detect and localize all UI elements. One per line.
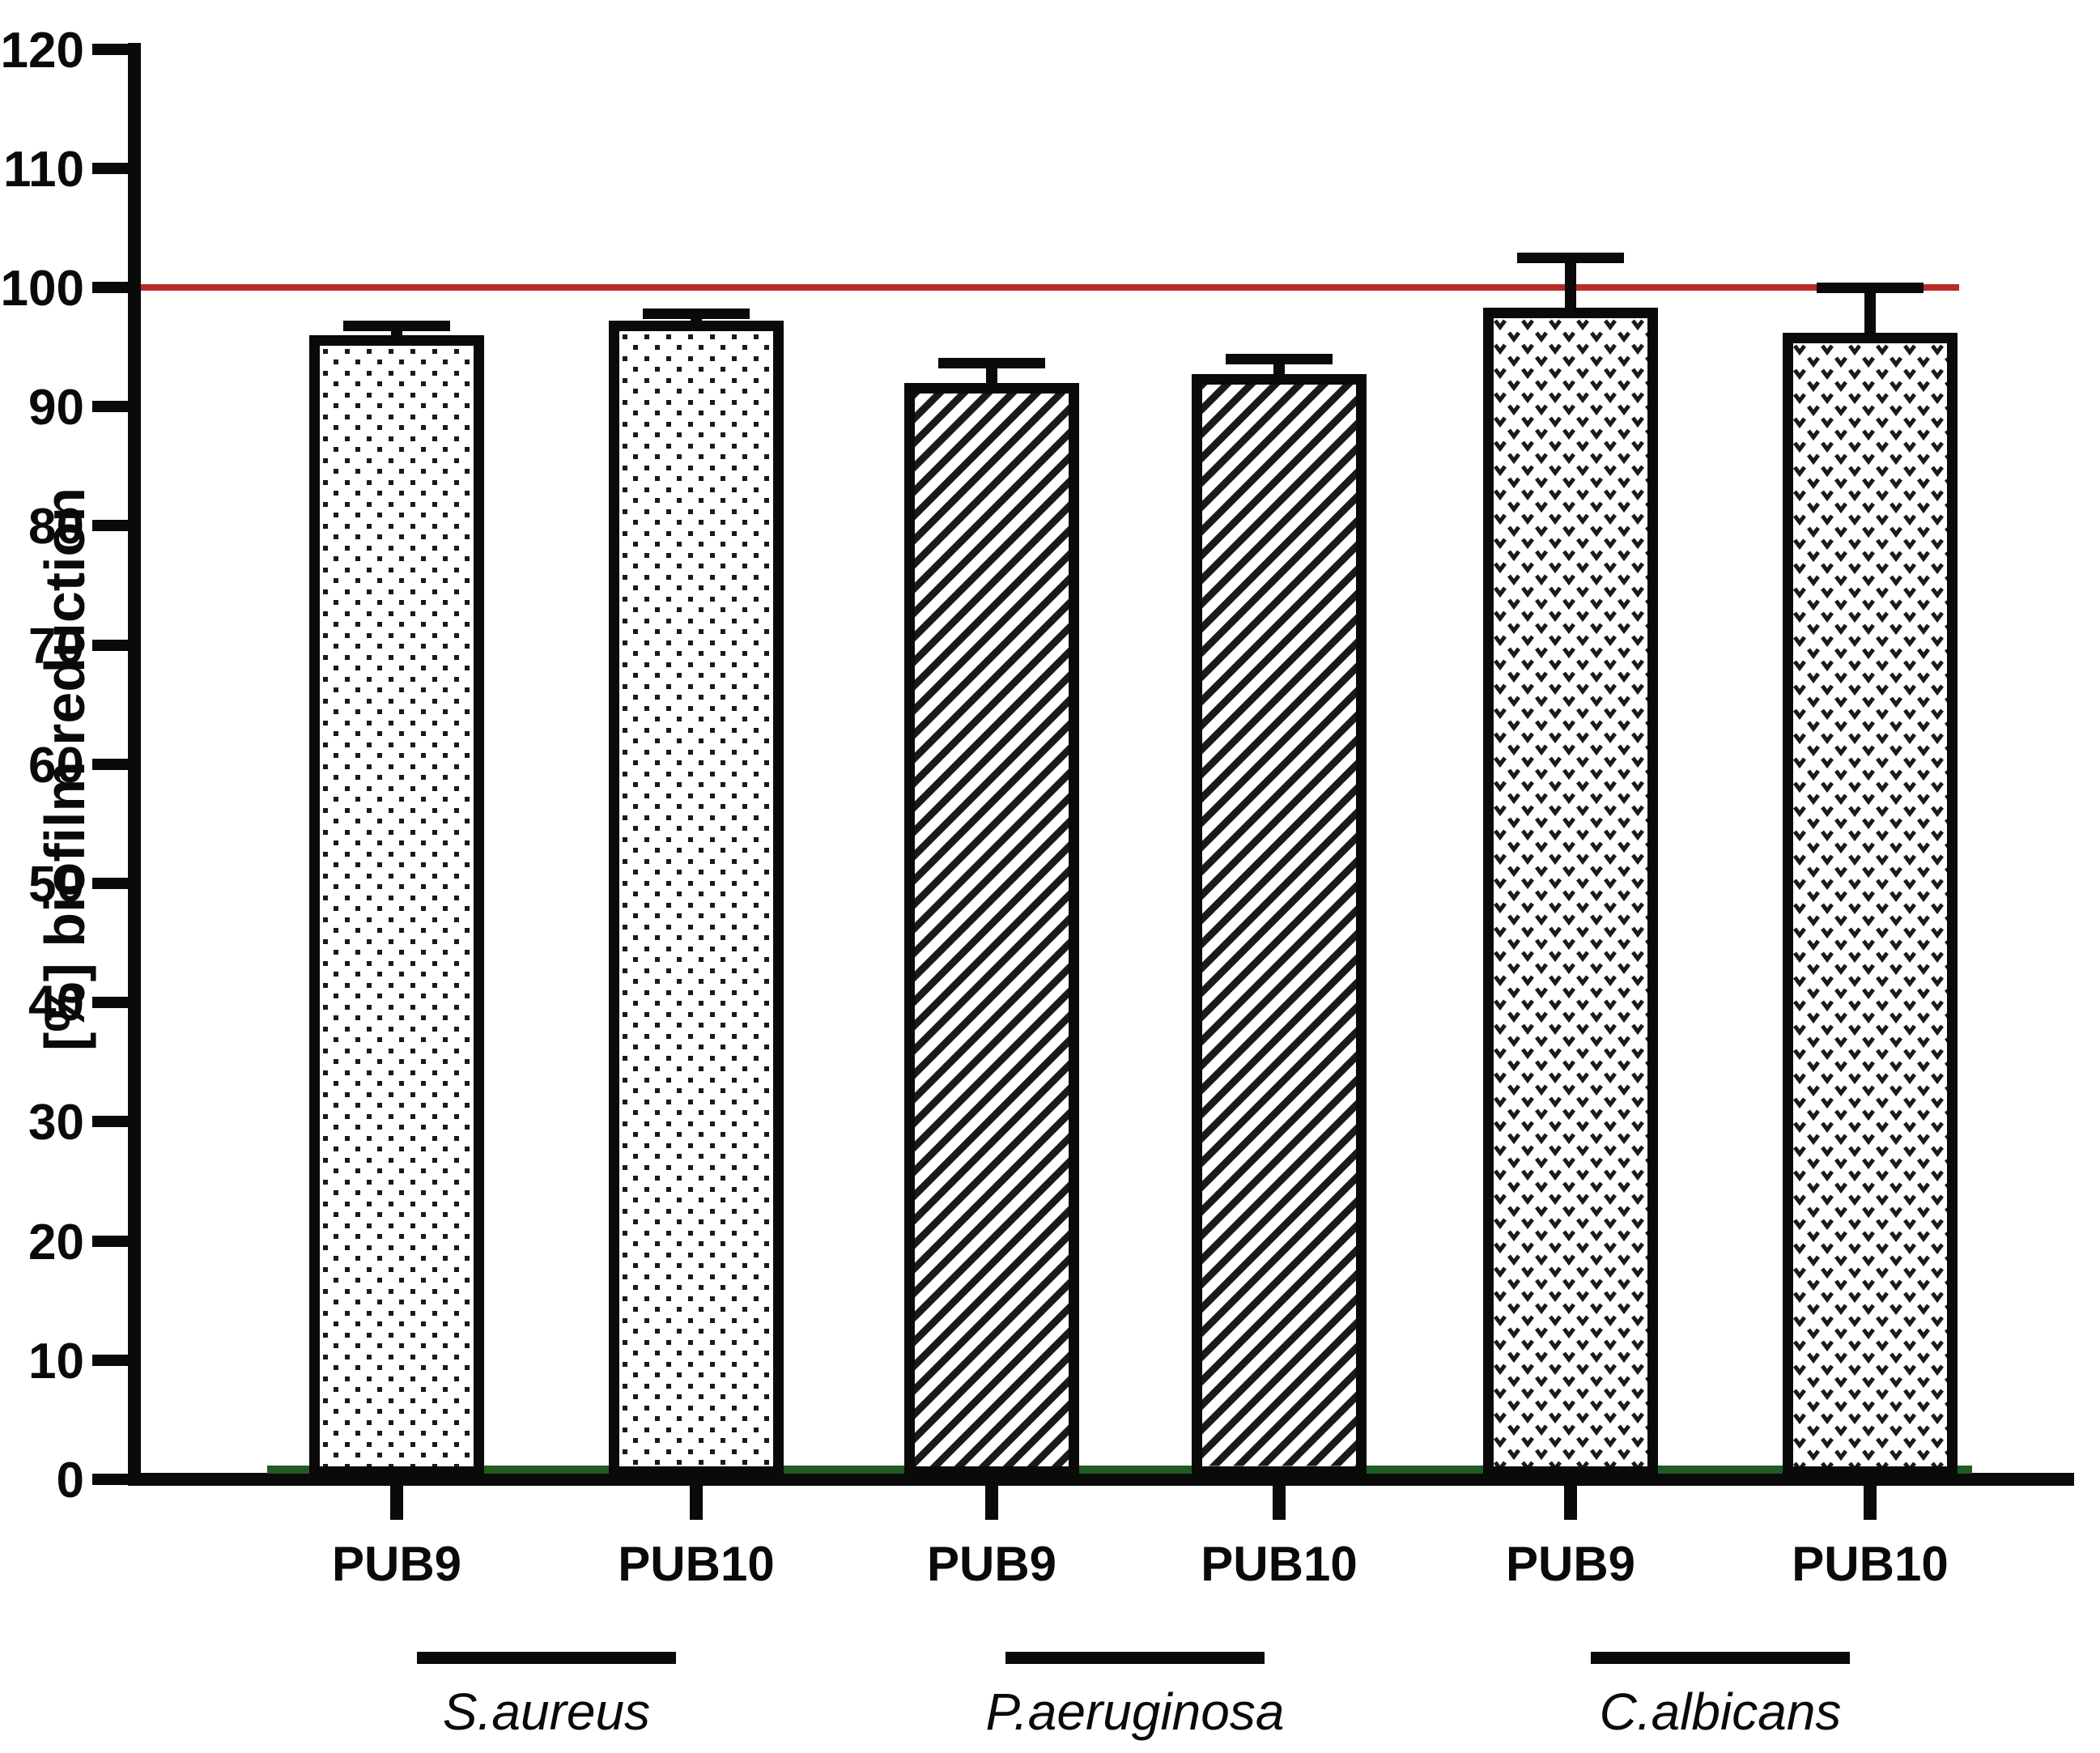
group-species-label: C.albicans <box>1599 1683 1842 1741</box>
bar-C.albicans-PUB9 <box>1483 308 1658 1477</box>
error-bar-cap <box>938 357 1045 368</box>
y-tick <box>92 1474 130 1485</box>
x-tick-label: PUB10 <box>1792 1537 1949 1591</box>
y-tick-label: 60 <box>28 737 84 794</box>
y-tick <box>92 878 130 889</box>
bar-C.albicans-PUB10 <box>1783 332 1958 1477</box>
x-tick-label: PUB9 <box>331 1537 462 1591</box>
y-tick <box>92 1116 130 1128</box>
y-tick-label: 30 <box>28 1095 84 1151</box>
bar-S.aureus-PUB10 <box>609 321 784 1477</box>
error-bar-cap <box>1817 283 1924 293</box>
green-baseline-line <box>267 1466 1972 1474</box>
group-underline <box>1005 1652 1265 1664</box>
error-bar-stem <box>1565 257 1576 313</box>
x-tick-label: PUB10 <box>618 1537 775 1591</box>
y-tick-label: 0 <box>56 1453 84 1508</box>
y-tick-label: 10 <box>28 1333 84 1389</box>
bar-P.aeruginosa-PUB10 <box>1192 374 1367 1477</box>
y-tick <box>92 401 130 413</box>
y-tick <box>92 162 130 174</box>
y-tick <box>92 282 130 293</box>
y-tick-label: 20 <box>28 1214 84 1270</box>
group-underline <box>417 1652 676 1664</box>
y-tick-label: 90 <box>28 380 84 436</box>
x-tick <box>1273 1486 1286 1520</box>
error-bar-cap <box>1517 253 1624 264</box>
error-bar-cap <box>1226 354 1333 365</box>
x-tick <box>1864 1486 1877 1520</box>
error-bar-stem <box>986 362 997 388</box>
red-reference-line <box>141 284 1959 291</box>
x-tick-label: PUB9 <box>926 1537 1057 1591</box>
bar-S.aureus-PUB9 <box>309 334 484 1477</box>
error-bar-cap <box>643 308 750 320</box>
y-tick-label: 40 <box>28 976 84 1032</box>
group-species-label: S.aureus <box>442 1683 651 1741</box>
y-tick-label: 80 <box>28 499 84 555</box>
error-bar-stem <box>1864 287 1876 338</box>
y-tick <box>92 1354 130 1366</box>
y-tick <box>92 43 130 55</box>
x-tick-label: PUB9 <box>1505 1537 1636 1591</box>
x-tick <box>1564 1486 1577 1520</box>
y-tick <box>92 639 130 651</box>
y-tick-label: 70 <box>28 618 84 674</box>
error-bar-cap <box>343 321 450 332</box>
y-tick-label: 100 <box>0 261 84 317</box>
y-axis-line <box>128 43 141 1486</box>
y-tick-label: 120 <box>0 22 84 79</box>
x-tick <box>690 1486 703 1520</box>
x-tick <box>390 1486 403 1520</box>
bar-P.aeruginosa-PUB9 <box>904 382 1079 1477</box>
group-underline <box>1591 1652 1850 1664</box>
y-tick-label: 50 <box>28 857 84 913</box>
y-tick-label: 110 <box>2 141 84 198</box>
y-tick <box>92 758 130 770</box>
y-tick <box>92 1235 130 1247</box>
y-tick <box>92 997 130 1009</box>
group-species-label: P.aeruginosa <box>985 1683 1285 1741</box>
y-tick <box>92 520 130 532</box>
x-tick-label: PUB10 <box>1201 1537 1358 1591</box>
x-tick <box>985 1486 998 1520</box>
